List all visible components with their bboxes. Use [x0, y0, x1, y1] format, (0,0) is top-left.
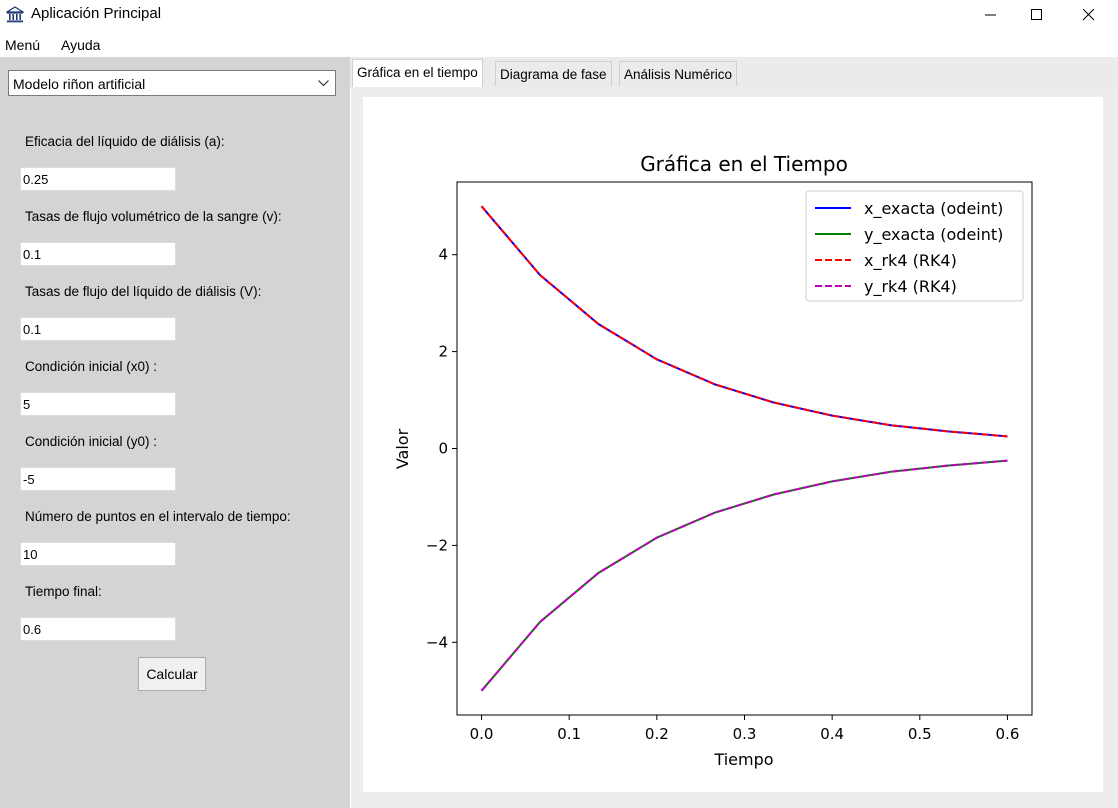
y-tick-label: 0 — [438, 440, 448, 458]
efficacy-input[interactable] — [20, 167, 176, 191]
window-title: Aplicación Principal — [31, 5, 162, 22]
legend-label: y_rk4 (RK4) — [864, 277, 957, 297]
title-bar: Aplicación Principal — [0, 0, 1118, 30]
maximize-button[interactable] — [1014, 0, 1060, 30]
series-line-4 — [480, 459, 1008, 692]
tab-phase-diagram[interactable]: Diagrama de fase — [495, 61, 612, 86]
legend-label: x_rk4 (RK4) — [864, 251, 957, 271]
legend-box — [805, 190, 1024, 302]
plot-area-border — [456, 181, 1033, 716]
legend-label: y_exacta (odeint) — [864, 225, 1003, 245]
initial-y0-input[interactable] — [20, 467, 176, 491]
x-tick-label: 0.3 — [733, 725, 757, 743]
chart-title: Gráfica en el Tiempo — [640, 152, 848, 176]
y-tick-label: −2 — [426, 536, 448, 554]
menu-bar: Menú Ayuda — [0, 34, 1118, 56]
close-button[interactable] — [1066, 0, 1112, 30]
initial-x0-label: Condición inicial (x0) : — [25, 359, 158, 374]
x-tick-label: 0.5 — [908, 725, 932, 743]
initial-x0-input[interactable] — [20, 392, 176, 416]
x-tick-label: 0.6 — [996, 725, 1020, 743]
final-time-label: Tiempo final: — [25, 584, 102, 599]
minimize-icon — [985, 14, 996, 16]
maximize-icon — [1031, 9, 1042, 20]
num-points-input[interactable] — [20, 542, 176, 566]
blood-flow-input[interactable] — [20, 242, 176, 266]
series-line-2 — [480, 459, 1008, 692]
chart-xlabel: Tiempo — [713, 750, 773, 769]
time-chart: Gráfica en el Tiempo Tiempo Valor 0.0 0.1… — [393, 152, 1033, 769]
bank-icon — [6, 6, 24, 23]
x-tick-label: 0.0 — [470, 725, 494, 743]
tab-time-graph[interactable]: Gráfica en el tiempo — [352, 59, 483, 88]
plot-canvas: Gráfica en el Tiempo Tiempo Valor 0.0 0.1… — [363, 97, 1103, 792]
menu-item-menu[interactable]: Menú — [5, 37, 41, 53]
x-tick-label: 0.2 — [645, 725, 669, 743]
legend-label: x_exacta (odeint) — [864, 199, 1003, 219]
tab-bar: Gráfica en el tiempo Diagrama de fase An… — [350, 57, 1118, 88]
calculate-button[interactable]: Calcular — [138, 657, 206, 691]
num-points-label: Número de puntos en el intervalo de tiem… — [25, 509, 291, 524]
chart-ylabel: Valor — [393, 428, 412, 469]
series-line-1 — [480, 205, 1008, 438]
initial-y0-label: Condición inicial (y0) : — [25, 434, 158, 449]
tab-content: Gráfica en el Tiempo Tiempo Valor 0.0 0.1… — [351, 87, 1118, 808]
minimize-button[interactable] — [968, 0, 1014, 30]
parameters-panel: Modelo riñon artificial Eficacia del líq… — [0, 57, 350, 808]
y-tick-label: 4 — [438, 246, 448, 264]
final-time-input[interactable] — [20, 617, 176, 641]
tab-numerical-analysis[interactable]: Análisis Numérico — [619, 61, 738, 86]
close-icon — [1083, 9, 1095, 21]
x-tick-label: 0.1 — [557, 725, 581, 743]
y-tick-label: −4 — [426, 633, 448, 651]
y-tick-label: 2 — [438, 343, 448, 361]
model-select[interactable]: Modelo riñon artificial — [8, 70, 336, 96]
menu-item-help[interactable]: Ayuda — [61, 37, 101, 53]
efficacy-label: Eficacia del líquido de diálisis (a): — [25, 134, 225, 149]
dialysate-flow-input[interactable] — [20, 317, 176, 341]
chevron-down-icon — [318, 80, 329, 87]
dialysate-flow-label: Tasas de flujo del líquido de diálisis (… — [25, 284, 262, 299]
blood-flow-label: Tasas de flujo volumétrico de la sangre … — [25, 209, 282, 224]
model-select-value: Modelo riñon artificial — [13, 76, 146, 92]
x-tick-label: 0.4 — [820, 725, 844, 743]
